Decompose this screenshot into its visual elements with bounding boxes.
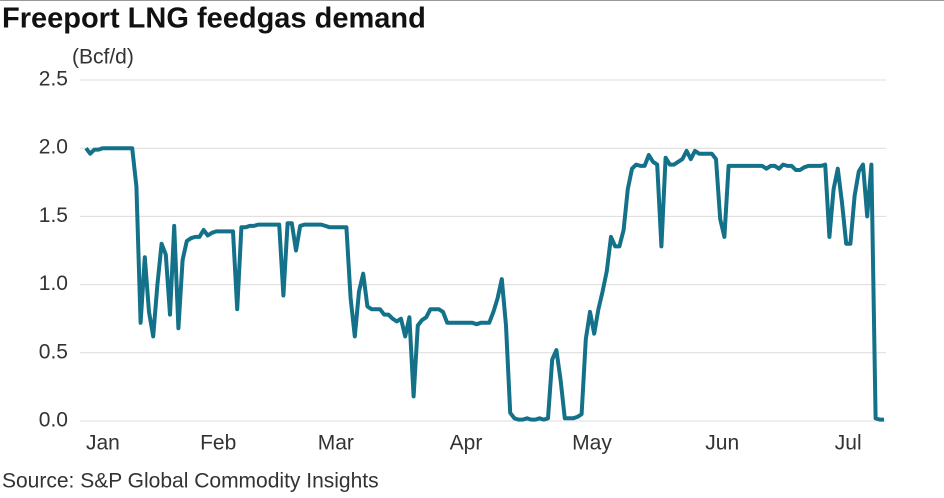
x-tick-label: Jul: [835, 432, 862, 455]
y-tick-label: 0.5: [39, 340, 68, 363]
x-tick-label: Feb: [200, 432, 236, 455]
x-tick-label: Apr: [450, 432, 483, 455]
y-tick-label: 2.0: [39, 136, 68, 159]
y-tick-label: 2.5: [39, 68, 68, 91]
x-tick-label: Jan: [86, 432, 120, 455]
y-tick-label: 1.0: [39, 272, 68, 295]
y-axis-label: (Bcf/d): [72, 46, 134, 69]
x-tick-label: May: [572, 432, 612, 455]
x-tick-label: Mar: [318, 432, 354, 455]
y-tick-label: 0.0: [39, 409, 68, 432]
chart-title: Freeport LNG feedgas demand: [2, 3, 426, 35]
data-line: [84, 146, 884, 422]
y-tick-label: 1.5: [39, 204, 68, 227]
source: Source: S&P Global Commodity Insights: [2, 470, 379, 493]
x-tick-label: Jun: [705, 432, 739, 455]
